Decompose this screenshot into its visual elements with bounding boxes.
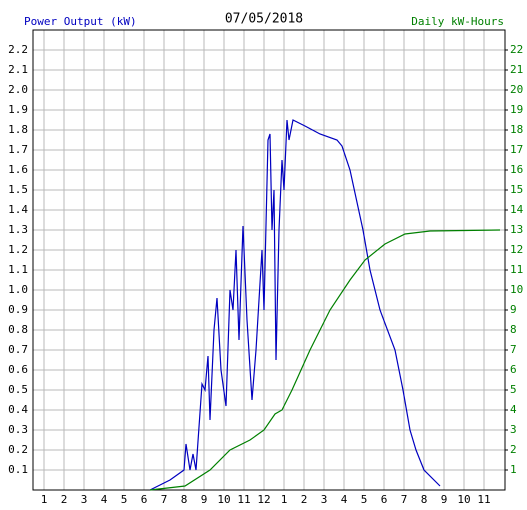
y-tick-label: 1.1: [8, 263, 28, 276]
y-tick-label: 0.9: [8, 303, 28, 316]
y2-tick-label: 8: [510, 323, 517, 336]
x-tick-label: 4: [341, 493, 348, 506]
x-tick-label: 9: [201, 493, 208, 506]
x-tick-label: 11: [237, 493, 250, 506]
y2-tick-label: 12: [510, 243, 523, 256]
x-tick-label: 5: [121, 493, 128, 506]
chart-title: 07/05/2018: [225, 12, 303, 27]
x-tick-label: 7: [161, 493, 168, 506]
x-tick-label: 2: [61, 493, 68, 506]
x-tick-label: 2: [301, 493, 308, 506]
plot-border: [32, 29, 506, 491]
y2-axis-label: Daily kW-Hours: [411, 15, 504, 28]
y-tick-label: 1.3: [8, 223, 28, 236]
y-tick-label: 0.2: [8, 443, 28, 456]
y2-tick-label: 16: [510, 163, 523, 176]
y-tick-label: 2.0: [8, 83, 28, 96]
y2-tick-label: 2: [510, 443, 517, 456]
y2-tick-label: 13: [510, 223, 523, 236]
x-tick-label: 8: [421, 493, 428, 506]
x-tick-label: 9: [441, 493, 448, 506]
y2-tick-label: 15: [510, 183, 523, 196]
x-tick-label: 1: [41, 493, 48, 506]
x-tick-label: 10: [457, 493, 470, 506]
x-tick-label: 7: [401, 493, 408, 506]
y2-tick-label: 14: [510, 203, 524, 216]
x-tick-label: 8: [181, 493, 188, 506]
y2-tick-label: 20: [510, 83, 523, 96]
y-tick-label: 0.8: [8, 323, 28, 336]
y2-tick-label: 6: [510, 363, 517, 376]
y2-tick-label: 19: [510, 103, 523, 116]
y-tick-label: 1.0: [8, 283, 28, 296]
series-line: [149, 119, 441, 491]
y-tick-label: 2.2: [8, 43, 28, 56]
y2-tick-label: 3: [510, 423, 517, 436]
x-tick-label: 11: [477, 493, 490, 506]
y-tick-label: 1.4: [8, 203, 28, 216]
y2-tick-label: 10: [510, 283, 523, 296]
y-tick-label: 0.5: [8, 383, 28, 396]
y-tick-label: 1.9: [8, 103, 28, 116]
y-tick-label: 1.2: [8, 243, 28, 256]
y2-tick-label: 21: [510, 63, 523, 76]
y-tick-label: 0.3: [8, 423, 28, 436]
x-tick-label: 6: [381, 493, 388, 506]
y-tick-label: 1.8: [8, 123, 28, 136]
x-tick-label: 5: [361, 493, 368, 506]
y2-tick-label: 5: [510, 383, 517, 396]
y2-tick-label: 9: [510, 303, 517, 316]
x-tick-label: 6: [141, 493, 148, 506]
series-line: [149, 229, 501, 491]
y-tick-label: 2.1: [8, 63, 28, 76]
x-tick-label: 3: [321, 493, 328, 506]
x-tick-label: 12: [257, 493, 270, 506]
y-tick-label: 1.5: [8, 183, 28, 196]
y2-tick-label: 22: [510, 43, 523, 56]
y2-tick-label: 18: [510, 123, 523, 136]
y-axis-label: Power Output (kW): [24, 15, 137, 28]
y-tick-label: 0.6: [8, 363, 28, 376]
y2-tick-label: 1: [510, 463, 517, 476]
y-tick-label: 0.1: [8, 463, 28, 476]
y-tick-label: 1.6: [8, 163, 28, 176]
y2-tick-label: 17: [510, 143, 523, 156]
y-tick-label: 1.7: [8, 143, 28, 156]
y2-tick-label: 7: [510, 343, 517, 356]
y2-tick-label: 11: [510, 263, 523, 276]
y-tick-label: 0.7: [8, 343, 28, 356]
x-tick-label: 1: [281, 493, 288, 506]
y-tick-label: 0.4: [8, 403, 28, 416]
x-tick-label: 4: [101, 493, 108, 506]
x-tick-label: 10: [217, 493, 230, 506]
x-tick-label: 3: [81, 493, 88, 506]
y2-tick-label: 4: [510, 403, 517, 416]
